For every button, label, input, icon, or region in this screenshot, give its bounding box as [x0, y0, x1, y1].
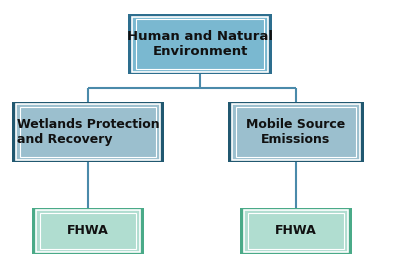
- Text: Human and Natural
Environment: Human and Natural Environment: [127, 30, 273, 58]
- FancyBboxPatch shape: [228, 102, 364, 162]
- Text: FHWA: FHWA: [275, 224, 317, 238]
- FancyBboxPatch shape: [232, 104, 360, 160]
- FancyBboxPatch shape: [36, 210, 140, 252]
- FancyBboxPatch shape: [128, 14, 272, 74]
- FancyBboxPatch shape: [244, 210, 348, 252]
- FancyBboxPatch shape: [240, 208, 352, 254]
- FancyBboxPatch shape: [16, 104, 160, 160]
- FancyBboxPatch shape: [32, 208, 144, 254]
- FancyBboxPatch shape: [12, 102, 164, 162]
- Text: Mobile Source
Emissions: Mobile Source Emissions: [246, 118, 346, 146]
- Text: FHWA: FHWA: [67, 224, 109, 238]
- FancyBboxPatch shape: [132, 16, 268, 72]
- Text: Wetlands Protection
and Recovery: Wetlands Protection and Recovery: [17, 118, 159, 146]
